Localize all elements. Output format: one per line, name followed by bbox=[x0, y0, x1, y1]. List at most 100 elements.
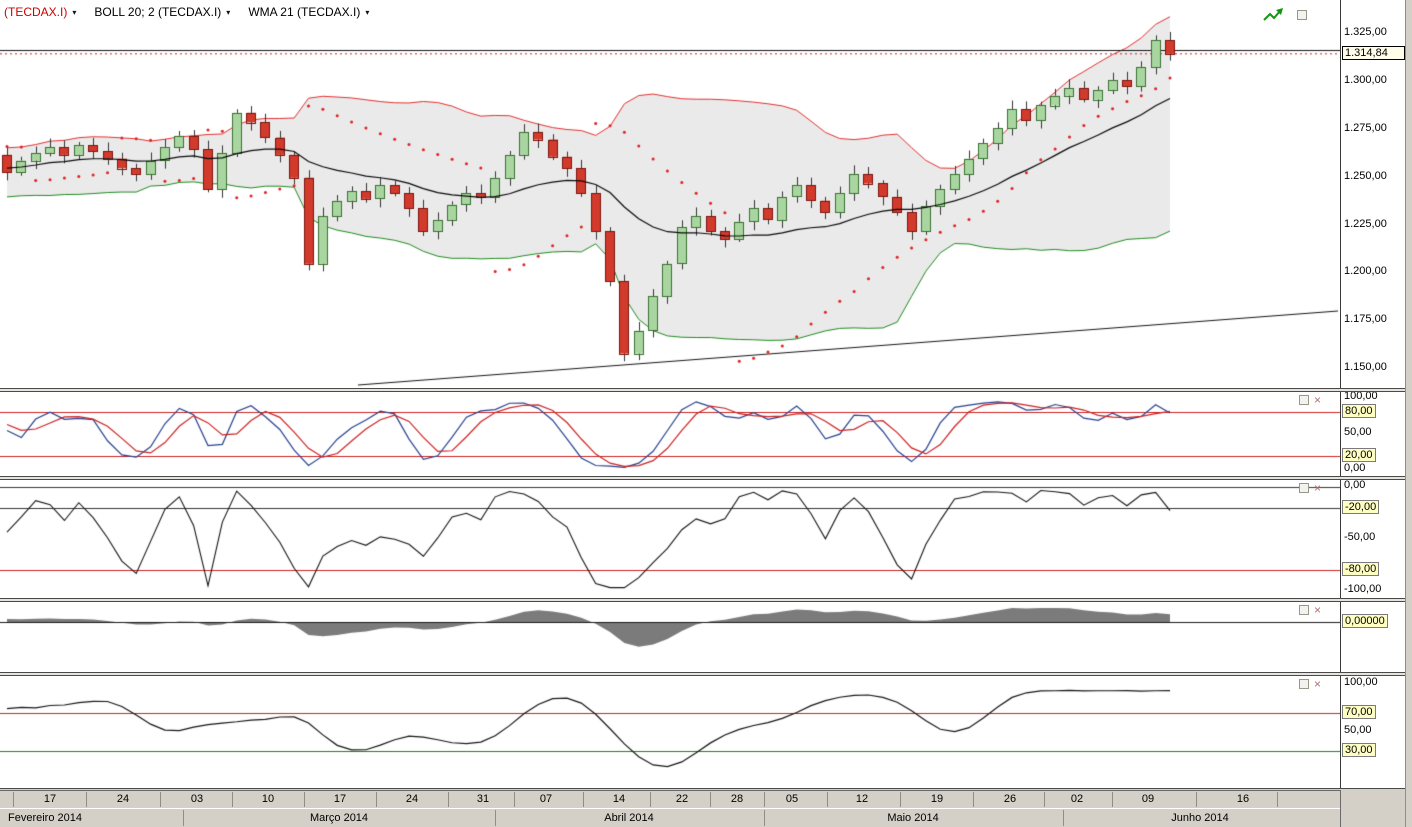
date-tick-label: 26 bbox=[1003, 793, 1017, 805]
right-scrollbar-strip[interactable] bbox=[1405, 0, 1412, 827]
tick-separator bbox=[13, 792, 14, 807]
axis-level-label: -100,00 bbox=[1344, 583, 1382, 595]
instrument-label: (TECDAX.I) bbox=[4, 5, 68, 19]
panel-close-icon[interactable]: × bbox=[1314, 677, 1322, 691]
date-tick-label: 14 bbox=[612, 793, 626, 805]
panel-icons: × bbox=[1299, 677, 1322, 691]
date-tick-label: 31 bbox=[476, 793, 490, 805]
axis-level-label: 100,00 bbox=[1344, 392, 1378, 402]
tick-separator bbox=[1277, 792, 1278, 807]
panel-close-icon[interactable]: × bbox=[1314, 393, 1322, 407]
month-label: Maio 2014 bbox=[887, 812, 939, 824]
boll-indicator-label: BOLL 20; 2 (TECDAX.I) bbox=[94, 5, 222, 19]
fast-oscillator-canvas[interactable] bbox=[0, 392, 1340, 476]
month-label: Abril 2014 bbox=[604, 812, 654, 824]
date-axis[interactable]: 17 24 03 10 17 24 31 07 14 22 28 05 12 19 26 02 09 16 bbox=[0, 790, 1340, 808]
price-axis[interactable]: 1.325,00 1.300,00 1.275,00 1.250,00 1.225,00… bbox=[1340, 0, 1412, 388]
date-tick-label: 16 bbox=[1236, 793, 1250, 805]
date-tick-label: 03 bbox=[190, 793, 204, 805]
tick-separator bbox=[514, 792, 515, 807]
panel-splitter[interactable] bbox=[0, 598, 1412, 602]
area-oscillator-axis[interactable]: 0,00000 bbox=[1340, 602, 1412, 672]
tick-separator bbox=[827, 792, 828, 807]
panel-restore-icon[interactable] bbox=[1299, 679, 1309, 689]
axis-corner bbox=[1340, 790, 1412, 808]
date-tick-label: 17 bbox=[43, 793, 57, 805]
area-oscillator-panel[interactable]: × bbox=[0, 602, 1340, 672]
axis-level-box: 80,00 bbox=[1342, 404, 1376, 418]
axis-level-label: -50,00 bbox=[1344, 531, 1376, 543]
axis-level-box: -80,00 bbox=[1342, 562, 1380, 576]
axis-level-box: 0,00000 bbox=[1342, 614, 1388, 628]
percent-range-axis[interactable]: 0,00 -20,00 -50,00 -80,00 -100,00 bbox=[1340, 480, 1412, 598]
date-tick-label: 10 bbox=[261, 793, 275, 805]
slow-oscillator-axis[interactable]: 100,00 70,00 50,00 30,00 bbox=[1340, 676, 1412, 788]
panel-splitter[interactable] bbox=[0, 672, 1412, 676]
tick-separator bbox=[764, 792, 765, 807]
chevron-down-icon: ▾ bbox=[226, 7, 231, 17]
axis-top-border bbox=[0, 788, 1412, 790]
area-oscillator-canvas[interactable] bbox=[0, 602, 1340, 672]
tick-separator bbox=[376, 792, 377, 807]
axis-level-label: 0,00 bbox=[1344, 462, 1366, 474]
tick-separator bbox=[900, 792, 901, 807]
tick-separator bbox=[1196, 792, 1197, 807]
trend-arrow-icon[interactable] bbox=[1263, 7, 1285, 23]
axis-level-label: 1.300,00 bbox=[1344, 74, 1387, 86]
month-separator bbox=[1063, 810, 1064, 826]
axis-level-label: 100,00 bbox=[1344, 676, 1378, 688]
date-tick-label: 24 bbox=[116, 793, 130, 805]
panel-restore-icon[interactable] bbox=[1299, 395, 1309, 405]
chart-legend: (TECDAX.I) ▾ BOLL 20; 2 (TECDAX.I) ▾ WMA… bbox=[4, 5, 369, 19]
wma-indicator-menu[interactable]: WMA 21 (TECDAX.I) ▾ bbox=[248, 5, 369, 19]
panel-close-icon[interactable]: × bbox=[1314, 603, 1322, 617]
panel-close-icon[interactable]: × bbox=[1314, 481, 1322, 495]
axis-level-label: 0,00 bbox=[1344, 480, 1366, 491]
panel-restore-icon[interactable] bbox=[1299, 605, 1309, 615]
date-tick-label: 09 bbox=[1141, 793, 1155, 805]
axis-level-box: 20,00 bbox=[1342, 448, 1376, 462]
fast-oscillator-panel[interactable]: × bbox=[0, 392, 1340, 476]
tick-separator bbox=[232, 792, 233, 807]
date-tick-label: 05 bbox=[785, 793, 799, 805]
panel-splitter[interactable] bbox=[0, 476, 1412, 480]
axis-level-box: 30,00 bbox=[1342, 743, 1376, 757]
date-tick-label: 17 bbox=[333, 793, 347, 805]
date-tick-label: 07 bbox=[539, 793, 553, 805]
month-separator bbox=[183, 810, 184, 826]
boll-indicator-menu[interactable]: BOLL 20; 2 (TECDAX.I) ▾ bbox=[94, 5, 230, 19]
percent-range-canvas[interactable] bbox=[0, 480, 1340, 598]
tick-separator bbox=[448, 792, 449, 807]
instrument-menu[interactable]: (TECDAX.I) ▾ bbox=[4, 5, 76, 19]
month-label: Março 2014 bbox=[309, 812, 369, 824]
slow-oscillator-canvas[interactable] bbox=[0, 676, 1340, 788]
percent-range-panel[interactable]: × bbox=[0, 480, 1340, 598]
tick-separator bbox=[710, 792, 711, 807]
month-label: Fevereiro 2014 bbox=[8, 812, 82, 824]
month-separator bbox=[764, 810, 765, 826]
tick-separator bbox=[160, 792, 161, 807]
tick-separator bbox=[1044, 792, 1045, 807]
panel-icons: × bbox=[1299, 481, 1322, 495]
tick-separator bbox=[583, 792, 584, 807]
slow-oscillator-panel[interactable]: × bbox=[0, 676, 1340, 788]
main-chart-area[interactable]: (TECDAX.I) ▾ BOLL 20; 2 (TECDAX.I) ▾ WMA… bbox=[0, 0, 1340, 388]
chevron-down-icon: ▾ bbox=[72, 7, 77, 17]
panel-splitter[interactable] bbox=[0, 388, 1412, 392]
chart-corner-icons bbox=[1263, 7, 1307, 23]
axis-level-label: 1.250,00 bbox=[1344, 170, 1387, 182]
panel-icons: × bbox=[1299, 603, 1322, 617]
current-price-box: 1.314,84 bbox=[1342, 46, 1405, 60]
date-tick-label: 02 bbox=[1070, 793, 1084, 805]
fast-oscillator-axis[interactable]: 100,00 80,00 50,00 20,00 0,00 bbox=[1340, 392, 1412, 476]
month-separator bbox=[495, 810, 496, 826]
candlestick-chart-canvas[interactable] bbox=[0, 0, 1340, 388]
axis-corner bbox=[1340, 808, 1412, 827]
tick-separator bbox=[973, 792, 974, 807]
month-label: Junho 2014 bbox=[1171, 812, 1229, 824]
tick-separator bbox=[304, 792, 305, 807]
panel-restore-icon[interactable] bbox=[1299, 483, 1309, 493]
chart-tool-icon[interactable] bbox=[1297, 10, 1307, 20]
axis-level-label: 1.225,00 bbox=[1344, 218, 1387, 230]
